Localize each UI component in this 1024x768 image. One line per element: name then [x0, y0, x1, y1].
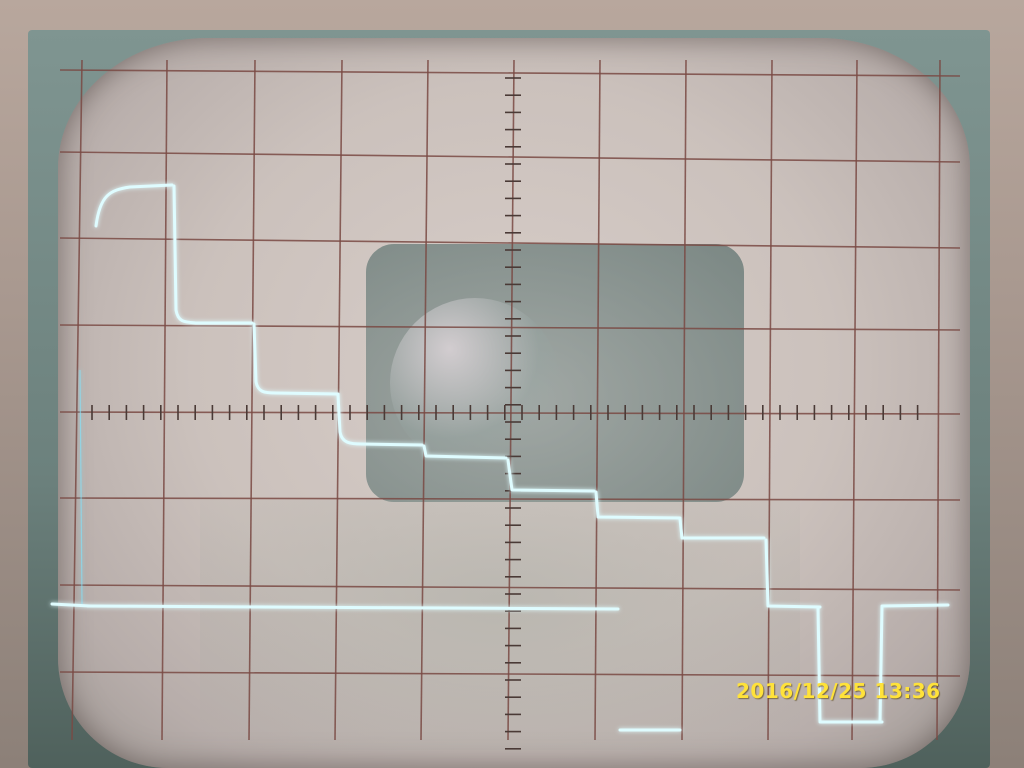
graticule-center-ticks: [91, 77, 919, 750]
grid-vline: [161, 59, 168, 741]
grid-hline: [59, 497, 961, 501]
trace-segment: [252, 322, 340, 396]
grid-vline: [248, 59, 256, 741]
grid-vline: [851, 59, 858, 741]
grid-vline: [71, 59, 83, 741]
trace-segment: [678, 517, 766, 540]
grid-vline: [936, 59, 941, 741]
trace-segment: [86, 604, 620, 611]
trace-segment: [336, 393, 424, 447]
trace-segment: [422, 444, 508, 460]
trace-segment: [816, 606, 884, 724]
trace-retrace: [79, 369, 83, 605]
grid-vline: [507, 59, 515, 741]
waveform-trace: [50, 183, 950, 732]
trace-segment: [878, 603, 950, 724]
trace-segment: [594, 490, 682, 520]
trace-segment: [506, 458, 596, 493]
grid-hline: [59, 411, 961, 415]
grid-vline: [594, 59, 601, 741]
grid-hline: [59, 671, 961, 677]
grid-hline: [59, 237, 961, 249]
grid-hline: [59, 69, 961, 77]
trace-segment: [94, 183, 174, 228]
grid-vline: [420, 59, 429, 741]
grid-hline: [59, 584, 961, 591]
grid-vline: [767, 59, 773, 741]
screen-haze: [200, 500, 800, 750]
grid-vline: [681, 59, 687, 741]
grid-hline: [59, 324, 961, 331]
grid-hline: [59, 151, 961, 163]
photo-timestamp: 2016/12/25 13:36: [736, 679, 941, 703]
trace-segment: [764, 538, 822, 609]
trace-segment: [172, 184, 254, 325]
trace-segment: [50, 602, 92, 608]
graticule-grid: [59, 59, 961, 741]
